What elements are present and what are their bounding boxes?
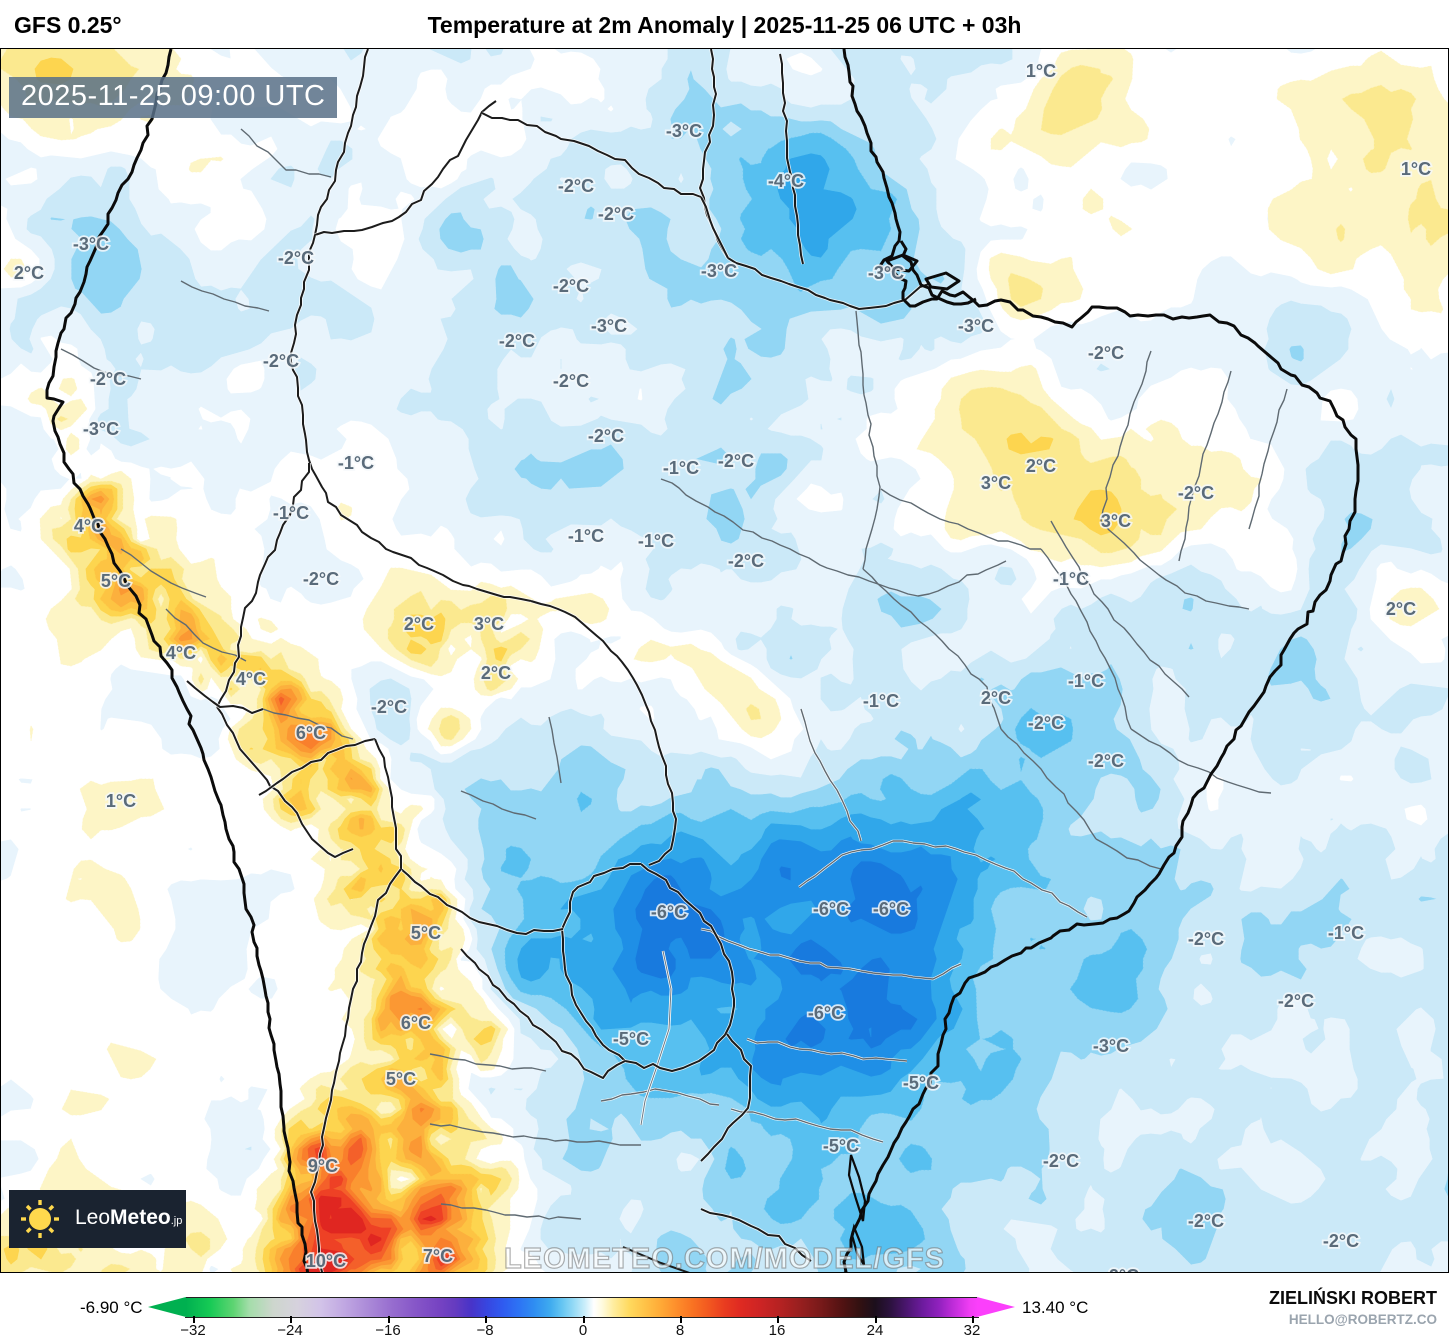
svg-text:-2°C: -2°C	[1188, 1211, 1224, 1231]
svg-text:1°C: 1°C	[106, 791, 136, 811]
svg-text:-6°C: -6°C	[808, 1003, 844, 1023]
svg-text:-2°C: -2°C	[718, 451, 754, 471]
svg-text:-2°C: -2°C	[728, 551, 764, 571]
svg-text:-2°C: -2°C	[278, 248, 314, 268]
svg-text:-3°C: -3°C	[591, 316, 627, 336]
svg-text:10°C: 10°C	[306, 1251, 346, 1271]
svg-text:9°C: 9°C	[308, 1156, 338, 1176]
svg-text:4°C: 4°C	[236, 669, 266, 689]
svg-text:-3°C: -3°C	[83, 419, 119, 439]
svg-text:-2°C: -2°C	[499, 331, 535, 351]
svg-text:3°C: 3°C	[474, 614, 504, 634]
svg-text:-2°C: -2°C	[1103, 1266, 1139, 1272]
svg-text:1°C: 1°C	[1401, 159, 1431, 179]
svg-text:-3°C: -3°C	[1093, 1036, 1129, 1056]
svg-text:-2°C: -2°C	[303, 569, 339, 589]
svg-text:4°C: 4°C	[166, 643, 196, 663]
svg-text:-3°C: -3°C	[868, 263, 904, 283]
svg-text:-2°C: -2°C	[1028, 713, 1064, 733]
svg-text:-1°C: -1°C	[1068, 671, 1104, 691]
svg-text:-3°C: -3°C	[666, 121, 702, 141]
svg-text:-1°C: -1°C	[338, 453, 374, 473]
svg-text:-3°C: -3°C	[701, 261, 737, 281]
svg-text:-1°C: -1°C	[1053, 569, 1089, 589]
svg-text:-2°C: -2°C	[558, 176, 594, 196]
svg-text:7°C: 7°C	[423, 1246, 453, 1266]
svg-text:-2°C: -2°C	[263, 351, 299, 371]
svg-text:4°C: 4°C	[74, 516, 104, 536]
svg-text:-1°C: -1°C	[863, 691, 899, 711]
svg-text:-4°C: -4°C	[768, 171, 804, 191]
svg-text:-2°C: -2°C	[1178, 483, 1214, 503]
svg-text:5°C: 5°C	[386, 1069, 416, 1089]
svg-text:-2°C: -2°C	[1188, 929, 1224, 949]
svg-text:-2°C: -2°C	[588, 426, 624, 446]
svg-text:-6°C: -6°C	[813, 899, 849, 919]
svg-text:-1°C: -1°C	[663, 458, 699, 478]
svg-text:-6°C: -6°C	[651, 902, 687, 922]
svg-text:-2°C: -2°C	[1278, 991, 1314, 1011]
svg-text:-2°C: -2°C	[598, 204, 634, 224]
svg-text:-1°C: -1°C	[273, 503, 309, 523]
svg-text:-2°C: -2°C	[90, 369, 126, 389]
svg-text:-2°C: -2°C	[371, 697, 407, 717]
svg-text:2°C: 2°C	[981, 688, 1011, 708]
svg-text:-5°C: -5°C	[903, 1073, 939, 1093]
svg-text:2°C: 2°C	[481, 663, 511, 683]
svg-text:-6°C: -6°C	[873, 899, 909, 919]
svg-text:2°C: 2°C	[1386, 599, 1416, 619]
svg-text:-3°C: -3°C	[958, 316, 994, 336]
svg-text:1°C: 1°C	[1026, 61, 1056, 81]
svg-text:2°C: 2°C	[14, 263, 44, 283]
svg-text:-1°C: -1°C	[568, 526, 604, 546]
svg-text:-5°C: -5°C	[823, 1136, 859, 1156]
svg-text:-2°C: -2°C	[1323, 1231, 1359, 1251]
svg-text:5°C: 5°C	[411, 923, 441, 943]
svg-text:6°C: 6°C	[401, 1013, 431, 1033]
svg-text:-2°C: -2°C	[553, 371, 589, 391]
svg-text:-2°C: -2°C	[1088, 751, 1124, 771]
svg-text:3°C: 3°C	[981, 473, 1011, 493]
svg-text:5°C: 5°C	[101, 571, 131, 591]
svg-text:6°C: 6°C	[296, 723, 326, 743]
svg-text:-5°C: -5°C	[613, 1029, 649, 1049]
svg-text:2°C: 2°C	[1026, 456, 1056, 476]
svg-text:-1°C: -1°C	[638, 531, 674, 551]
svg-text:-1°C: -1°C	[1328, 923, 1364, 943]
svg-text:-2°C: -2°C	[553, 276, 589, 296]
svg-text:2°C: 2°C	[404, 614, 434, 634]
svg-text:-2°C: -2°C	[1088, 343, 1124, 363]
svg-text:-2°C: -2°C	[1043, 1151, 1079, 1171]
svg-text:3°C: 3°C	[1101, 511, 1131, 531]
svg-text:-3°C: -3°C	[73, 234, 109, 254]
